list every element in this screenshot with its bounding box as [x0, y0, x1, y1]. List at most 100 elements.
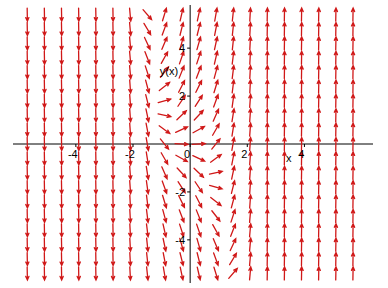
arrow [129, 22, 132, 35]
arrow [129, 267, 132, 280]
arrow [351, 80, 354, 93]
arrow [60, 80, 63, 93]
x-tick-label: 0 [184, 148, 190, 160]
arrow [163, 253, 166, 266]
arrow [77, 51, 80, 64]
arrow [334, 94, 337, 107]
arrow [60, 181, 63, 194]
x-tick-label: -2 [125, 148, 135, 160]
arrow [26, 66, 29, 79]
arrow [111, 267, 114, 280]
arrow [232, 166, 236, 179]
arrow [317, 224, 320, 237]
arrow [300, 267, 303, 280]
arrow [94, 80, 97, 93]
arrow [94, 123, 97, 136]
arrow [111, 138, 114, 151]
x-tick-label: 2 [241, 148, 247, 160]
arrow [196, 81, 202, 93]
arrow [43, 238, 46, 251]
arrow [283, 238, 286, 251]
arrow [43, 224, 46, 237]
arrow [146, 267, 149, 280]
arrow [317, 209, 320, 222]
arrow [351, 195, 354, 208]
arrow [232, 8, 235, 21]
arrow [60, 51, 63, 64]
arrow [179, 66, 184, 78]
arrow [249, 138, 252, 151]
arrow [283, 138, 286, 151]
arrow [266, 22, 269, 35]
arrow [60, 253, 63, 266]
arrow [194, 168, 203, 177]
arrow [232, 138, 235, 151]
arrow [146, 181, 149, 194]
arrow [111, 209, 114, 222]
arrow [43, 8, 46, 21]
arrow [249, 109, 252, 122]
arrow [94, 224, 97, 237]
y-tick-label: 4 [179, 42, 185, 54]
arrow [94, 66, 97, 79]
arrow [232, 37, 235, 50]
arrow [213, 225, 219, 236]
arrow [212, 211, 220, 221]
arrow [111, 8, 114, 21]
arrow [300, 109, 303, 122]
arrow [146, 109, 150, 122]
arrow [334, 195, 337, 208]
arrow [300, 224, 303, 237]
arrow [77, 94, 80, 107]
arrow [129, 37, 132, 50]
arrow [161, 52, 167, 63]
arrow [283, 109, 286, 122]
y-axis-label: y(x) [160, 65, 178, 77]
arrow [60, 22, 63, 35]
arrow [266, 238, 269, 251]
arrow [213, 239, 218, 251]
arrow [300, 123, 303, 136]
arrow [197, 267, 201, 280]
arrow [129, 51, 132, 64]
arrow [94, 195, 97, 208]
arrow [212, 139, 220, 149]
arrow [317, 195, 320, 208]
arrow [111, 109, 114, 122]
arrow [111, 66, 114, 79]
arrow [334, 22, 337, 35]
arrow [26, 238, 29, 251]
arrow [300, 238, 303, 251]
arrow [300, 253, 303, 266]
y-tick-label: 2 [179, 90, 185, 102]
arrow [146, 253, 149, 266]
arrow [334, 181, 337, 194]
arrow [26, 22, 29, 35]
arrow [232, 152, 235, 165]
arrow [146, 95, 150, 108]
arrow [215, 8, 218, 21]
arrow [177, 168, 186, 178]
arrow [249, 8, 252, 21]
arrow [77, 22, 80, 35]
arrow [26, 195, 29, 208]
arrow [163, 195, 167, 207]
arrow [266, 181, 269, 194]
arrow [334, 37, 337, 50]
arrow [26, 109, 29, 122]
arrow [160, 139, 168, 149]
arrow [266, 66, 269, 79]
arrow [351, 267, 354, 280]
arrow [197, 253, 201, 266]
arrow [283, 209, 286, 222]
arrow [351, 94, 354, 107]
arrow [266, 195, 269, 208]
arrow [193, 126, 204, 132]
arrow [111, 80, 114, 93]
arrow [43, 51, 46, 64]
arrow [232, 66, 235, 79]
arrow [300, 66, 303, 79]
arrow [334, 8, 337, 21]
arrow [129, 195, 132, 208]
arrow [334, 238, 337, 251]
